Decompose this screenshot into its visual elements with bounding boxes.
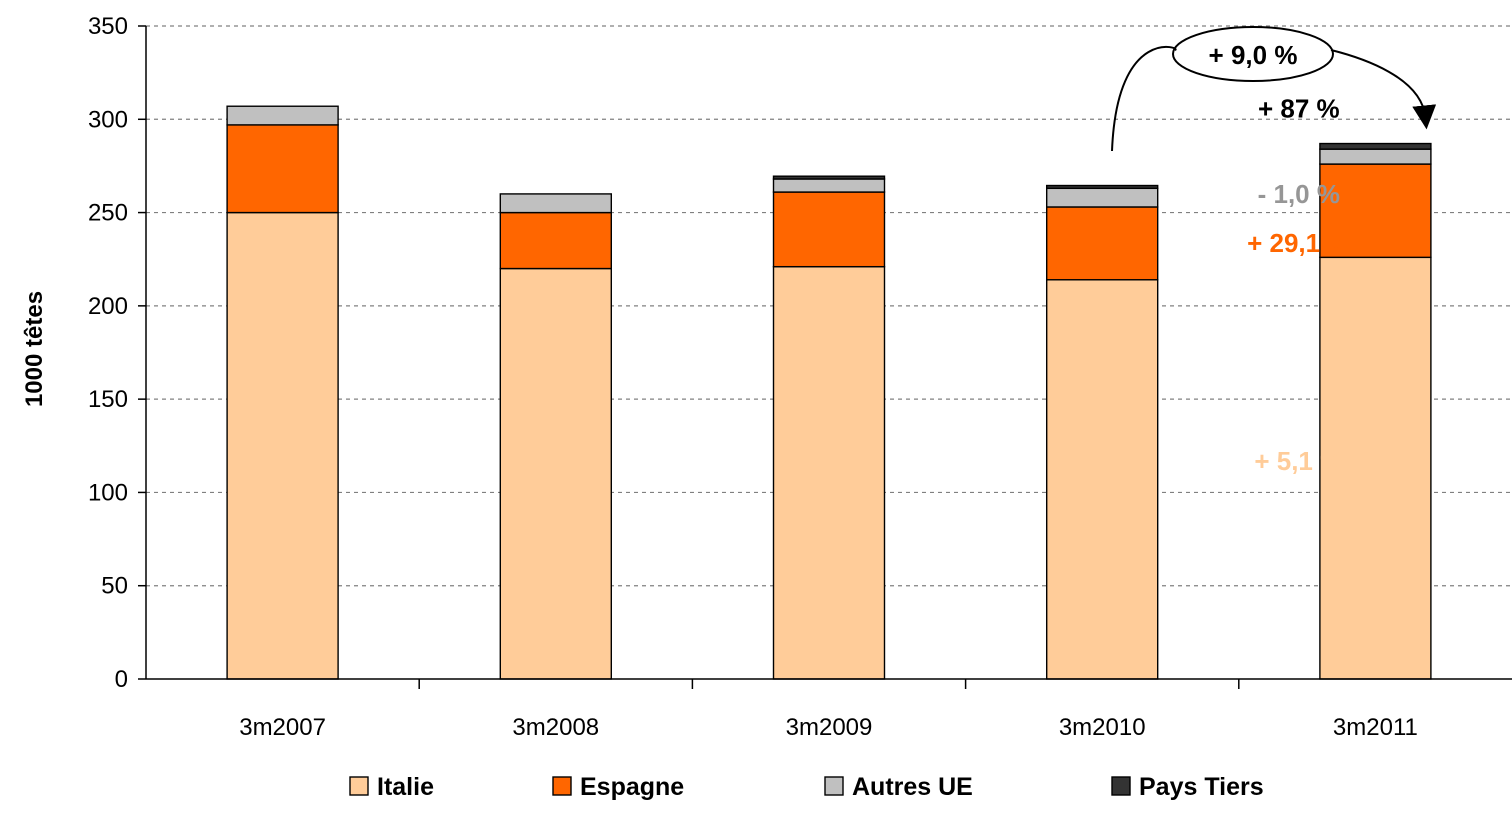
bar-segment-autres-ue bbox=[1319, 148, 1432, 165]
legend-label-pays-tiers: Pays Tiers bbox=[1139, 773, 1264, 801]
bar-segment-pays-tiers bbox=[772, 175, 886, 180]
bar-segment-espagne bbox=[1319, 163, 1432, 259]
legend-label-espagne: Espagne bbox=[580, 773, 684, 801]
bar-segment-espagne bbox=[772, 191, 886, 268]
annotations: + 9,0 % + 87 % - 1,0 % + 29,1 % + 5,1 % bbox=[1111, 25, 1437, 476]
bars bbox=[226, 105, 1432, 680]
bar-segment-pays-tiers bbox=[1319, 142, 1432, 150]
y-tick-label: 0 bbox=[115, 666, 128, 693]
change-label-pays-tiers: + 87 % bbox=[1258, 93, 1340, 123]
x-tick-label: 3m2008 bbox=[512, 714, 599, 741]
arrow-right-arc bbox=[1330, 49, 1437, 130]
change-label-italie: + 5,1 % bbox=[1254, 446, 1343, 476]
x-tick-label: 3m2010 bbox=[1059, 714, 1146, 741]
x-tick-label: 3m2009 bbox=[786, 714, 873, 741]
change-label-espagne: + 29,1 % bbox=[1247, 228, 1350, 258]
bar-segment-espagne bbox=[1045, 206, 1159, 281]
bar-segment-autres-ue bbox=[772, 178, 886, 193]
legend-swatch-pays-tiers bbox=[1111, 776, 1131, 796]
bar-segment-autres-ue bbox=[226, 105, 339, 126]
bar-segment-espagne bbox=[226, 124, 339, 214]
axes: 0 50 100 150 200 250 300 350 3m2007 3m2008 3m2009 3… bbox=[88, 13, 1512, 741]
legend-label-italie: Italie bbox=[377, 773, 434, 801]
bar-segment-autres-ue bbox=[499, 193, 612, 214]
change-label-autres-ue: - 1,0 % bbox=[1258, 179, 1340, 209]
legend-label-autres-ue: Autres UE bbox=[852, 773, 973, 801]
total-change-ellipse bbox=[1172, 25, 1334, 82]
bar-segment-italie bbox=[499, 267, 612, 680]
bar-segment-pays-tiers bbox=[1045, 184, 1159, 190]
y-tick-label: 200 bbox=[88, 293, 128, 320]
legend: Italie Espagne Autres UE Pays Tiers bbox=[349, 773, 1264, 801]
y-tick-label: 50 bbox=[101, 573, 128, 600]
y-tick-label: 300 bbox=[88, 106, 128, 133]
y-tick-label: 350 bbox=[88, 13, 128, 40]
legend-swatch-italie bbox=[349, 776, 369, 796]
x-tick-label: 3m2011 bbox=[1333, 714, 1418, 741]
y-tick-label: 150 bbox=[88, 386, 128, 413]
bar-segment-espagne bbox=[499, 211, 612, 270]
y-tick-label: 250 bbox=[88, 200, 128, 227]
bar-segment-italie bbox=[772, 265, 886, 680]
bar-segment-autres-ue bbox=[1045, 187, 1159, 208]
x-tick-label: 3m2007 bbox=[239, 714, 326, 741]
y-axis-title: 1000 têtes bbox=[21, 291, 48, 407]
bar-segment-italie bbox=[226, 211, 339, 680]
total-change-label: + 9,0 % bbox=[1209, 40, 1298, 70]
y-tick-label: 100 bbox=[88, 479, 128, 506]
legend-swatch-autres-ue bbox=[824, 776, 844, 796]
arrow-left-arc bbox=[1111, 45, 1177, 152]
bar-segment-italie bbox=[1045, 279, 1159, 680]
legend-swatch-espagne bbox=[552, 776, 572, 796]
